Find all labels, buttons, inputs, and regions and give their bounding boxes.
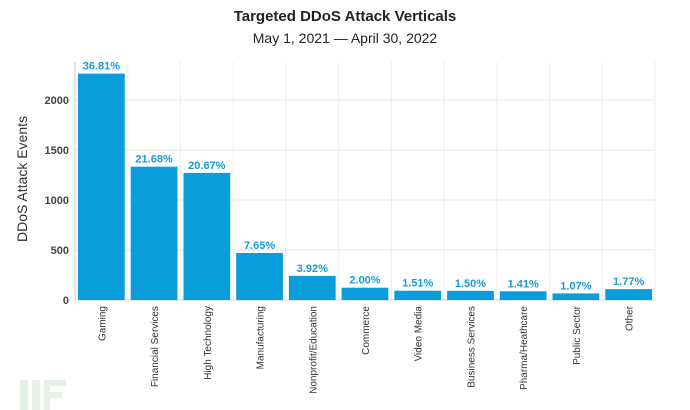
bar xyxy=(447,290,494,300)
bar xyxy=(552,293,600,300)
data-label: 3.92% xyxy=(297,263,328,275)
y-tick-label: 0 xyxy=(63,295,69,307)
y-tick-label: 2000 xyxy=(45,95,69,107)
x-tick-label: Financial Services xyxy=(150,306,161,387)
watermark-logo-shape xyxy=(44,380,50,410)
bar xyxy=(605,289,652,300)
x-tick-label: High Technology xyxy=(203,306,214,380)
data-label: 2.00% xyxy=(349,275,380,287)
data-label: 36.81% xyxy=(83,61,121,73)
chart-subtitle: May 1, 2021 — April 30, 2022 xyxy=(252,30,438,46)
y-tick-label: 1500 xyxy=(45,145,69,157)
bar xyxy=(394,290,442,300)
bar xyxy=(130,166,178,300)
bar xyxy=(78,73,125,300)
x-tick-label: Commerce xyxy=(361,306,372,355)
y-tick-label: 500 xyxy=(51,245,69,257)
x-tick-label: Business Services xyxy=(466,306,477,388)
x-tick-label: Gaming xyxy=(97,306,108,341)
data-label: 1.41% xyxy=(508,278,539,290)
bar xyxy=(341,287,389,300)
watermark-logo-shape xyxy=(20,380,28,410)
x-tick-label: Video Media xyxy=(414,306,425,362)
data-label: 1.77% xyxy=(613,276,644,288)
watermark-logo-shape xyxy=(44,380,66,386)
data-label: 1.07% xyxy=(560,280,591,292)
bar xyxy=(499,291,547,300)
x-tick-label: Pharma/Heathcare xyxy=(519,306,530,390)
watermark-logo-shape xyxy=(44,392,62,398)
chart-title: Targeted DDoS Attack Verticals xyxy=(233,8,457,25)
data-label: 1.51% xyxy=(402,278,433,290)
data-label: 20.67% xyxy=(188,160,226,172)
bar xyxy=(183,172,231,300)
data-label: 21.68% xyxy=(135,154,173,166)
x-tick-label: Nonprofit/Education xyxy=(308,306,319,394)
x-tick-label: Other xyxy=(625,305,636,331)
bar xyxy=(236,253,283,300)
data-label: 7.65% xyxy=(244,240,275,252)
bar xyxy=(288,275,336,300)
data-label: 1.50% xyxy=(455,278,486,290)
y-tick-label: 1000 xyxy=(45,195,69,207)
watermark-logo-shape xyxy=(32,380,40,410)
x-tick-label: Manufacturing xyxy=(256,306,267,369)
x-tick-label: Public Sector xyxy=(572,305,583,365)
